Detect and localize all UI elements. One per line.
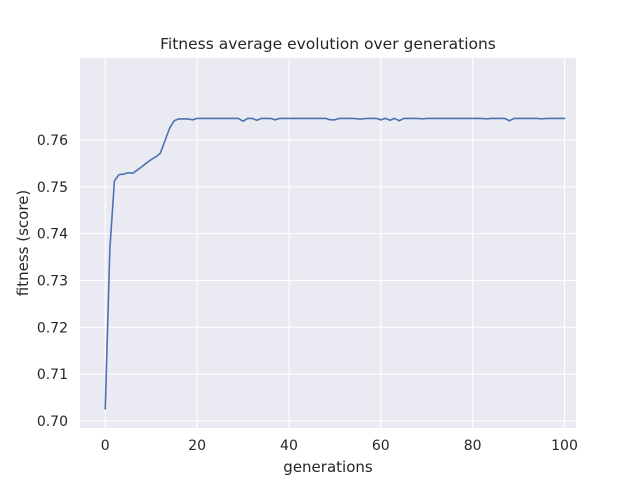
x-tick-label: 60 — [372, 438, 390, 454]
x-tick-label: 0 — [101, 438, 110, 454]
y-tick-label: 0.76 — [37, 133, 68, 149]
chart-title: Fitness average evolution over generatio… — [160, 35, 496, 53]
x-tick-label: 100 — [551, 438, 578, 454]
plot-area-background — [80, 58, 576, 428]
y-axis-label: fitness (score) — [14, 190, 32, 296]
y-tick-label: 0.73 — [37, 273, 68, 289]
x-tick-label: 40 — [280, 438, 298, 454]
y-tick-label: 0.70 — [37, 414, 68, 430]
series-layer — [104, 117, 566, 410]
fitness-series-line — [104, 117, 566, 410]
y-tick-label: 0.74 — [37, 227, 68, 243]
tick-labels: 0 20 40 60 80 100 0.70 0.71 0.72 0.73 0.74 0.75 0.76 — [37, 133, 578, 454]
y-tick-label: 0.71 — [37, 367, 68, 383]
x-tick-label: 20 — [188, 438, 206, 454]
y-tick-label: 0.75 — [37, 180, 68, 196]
x-axis-label: generations — [283, 458, 373, 476]
y-tick-label: 0.72 — [37, 320, 68, 336]
grid-lines — [80, 58, 576, 428]
x-tick-label: 80 — [464, 438, 482, 454]
